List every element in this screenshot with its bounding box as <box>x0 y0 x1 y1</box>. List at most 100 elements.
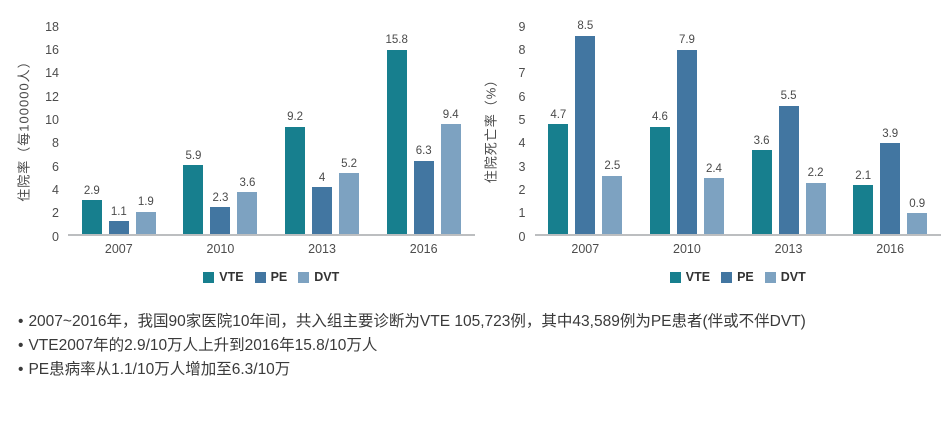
bar-wrap: 5.5 <box>778 90 799 234</box>
bar-value-label: 4.6 <box>651 111 668 124</box>
bullet-icon: • <box>18 337 24 355</box>
bar-group-2013: 9.2 4 5.2 <box>285 111 360 234</box>
bar-wrap: 3.6 <box>751 134 772 234</box>
bar-pe-2013 <box>312 187 333 234</box>
bar-wrap: 6.3 <box>413 145 434 234</box>
bar-wrap: 2.5 <box>602 160 623 234</box>
bar-group-2007: 4.7 8.5 2.5 <box>548 20 623 234</box>
y-tick-label: 4 <box>518 136 526 151</box>
bar-wrap: 2.2 <box>805 168 826 234</box>
plot: 2.9 1.1 1.9 5.9 2.3 3.6 9.2 4 5.2 15.8 6.3 9.4 <box>68 26 475 236</box>
legend-swatch-icon <box>669 271 681 283</box>
y-tick-label: 2 <box>518 182 526 197</box>
y-tick-label: 0 <box>518 229 526 244</box>
bullet-text: PE患病率从1.1/10万人增加至6.3/10万 <box>28 361 291 379</box>
y-tick-label: 3 <box>518 159 526 174</box>
bar-group-2016: 15.8 6.3 9.4 <box>386 35 461 234</box>
legend-swatch-icon <box>203 271 215 283</box>
plot-area: 4.7 8.5 2.5 4.6 7.9 2.4 3.6 5.5 2.2 2.1 3.9 0.9 200… <box>534 21 941 256</box>
legend-label: VTE <box>219 270 244 284</box>
y-tick-label: 9 <box>518 19 526 34</box>
bar-vte-2013 <box>751 150 772 234</box>
bullet-text: VTE2007年的2.9/10万人上升到2016年15.8/10万人 <box>28 337 378 355</box>
bar-wrap: 15.8 <box>386 35 408 234</box>
y-tick-label: 6 <box>518 89 526 104</box>
y-axis-label-wrap: 住院率（每100000人） <box>8 10 38 284</box>
plot-row: 0 2 4 6 8 10 12 14 16 18 2.9 1.1 1.9 5.9 2.3 3.6 9.2 4 5.… <box>38 20 475 256</box>
y-tick-label: 5 <box>518 112 526 127</box>
x-category-label: 2007 <box>104 242 133 256</box>
bar-wrap: 1.9 <box>135 196 156 234</box>
bar-wrap: 5.2 <box>339 157 360 234</box>
legend-item-dvt: DVT <box>764 270 806 284</box>
bar-value-label: 2.5 <box>604 160 621 173</box>
y-axis-ticks: 0 1 2 3 4 5 6 7 8 9 <box>505 20 535 242</box>
y-tick-label: 10 <box>45 112 59 127</box>
bar-group-2007: 2.9 1.1 1.9 <box>81 184 156 234</box>
bar-dvt-2013 <box>805 182 826 234</box>
bar-wrap: 5.9 <box>183 150 204 234</box>
y-tick-label: 1 <box>518 206 526 221</box>
bar-pe-2010 <box>676 49 697 234</box>
bar-group-2016: 2.1 3.9 0.9 <box>853 128 928 234</box>
x-axis-labels: 2007 2010 2013 2016 <box>68 242 475 256</box>
bar-vte-2016 <box>853 185 874 234</box>
bar-value-label: 2.1 <box>855 169 872 182</box>
bar-wrap: 3.9 <box>880 128 901 234</box>
x-category-label: 2013 <box>308 242 336 256</box>
bar-value-label: 3.6 <box>753 134 770 147</box>
bar-group-2010: 4.6 7.9 2.4 <box>649 34 724 234</box>
bar-wrap: 9.2 <box>285 111 306 234</box>
bar-value-label: 7.9 <box>678 34 695 47</box>
legend-swatch-icon <box>298 271 310 283</box>
y-axis-label: 住院死亡率（%） <box>483 72 498 184</box>
y-tick-label: 14 <box>45 66 59 81</box>
bullet-icon: • <box>18 313 24 330</box>
bullet-item: • 2007~2016年，我国90家医院10年间，共入组主要诊断为VTE 105,… <box>18 310 939 334</box>
bar-dvt-2010 <box>237 192 258 234</box>
bar-wrap: 2.1 <box>853 169 874 234</box>
bar-pe-2007 <box>108 221 129 234</box>
bar-wrap: 4.6 <box>649 111 670 234</box>
bar-vte-2016 <box>386 49 407 234</box>
bullet-item: • PE患病率从1.1/10万人增加至6.3/10万 <box>18 358 939 382</box>
bar-value-label: 9.2 <box>287 111 304 124</box>
bar-value-label: 5.2 <box>341 157 358 170</box>
y-tick-label: 0 <box>52 229 59 244</box>
legend-label: VTE <box>685 270 711 284</box>
bar-value-label: 3.6 <box>239 176 256 189</box>
bar-vte-2013 <box>285 126 306 234</box>
y-axis-ticks: 0 2 4 6 8 10 12 14 16 18 <box>38 20 68 242</box>
mortality-rate-chart: 住院死亡率（%） 0 1 2 3 4 5 6 7 8 9 4.7 8.5 2.5 4.6 7.9 2.4 3.… <box>475 10 941 284</box>
bar-value-label: 1.9 <box>137 196 154 209</box>
legend-label: PE <box>737 270 754 284</box>
legend-label: PE <box>270 270 288 284</box>
bar-wrap: 2.4 <box>703 163 724 234</box>
plot: 4.7 8.5 2.5 4.6 7.9 2.4 3.6 5.5 2.2 2.1 3.9 0.9 <box>534 21 941 236</box>
bar-value-label: 4 <box>318 171 326 184</box>
bar-wrap: 4.7 <box>548 108 569 234</box>
x-category-label: 2010 <box>673 242 701 256</box>
x-category-label: 2016 <box>876 242 905 256</box>
x-category-label: 2013 <box>774 242 803 256</box>
legend-swatch-icon <box>764 271 776 283</box>
bullet-item: • VTE2007年的2.9/10万人上升到2016年15.8/10万人 <box>18 334 939 358</box>
bar-dvt-2016 <box>440 124 461 234</box>
bar-wrap: 3.6 <box>237 176 258 234</box>
bar-group-2013: 3.6 5.5 2.2 <box>751 90 826 234</box>
legend-swatch-icon <box>721 271 733 283</box>
y-tick-label: 7 <box>518 66 526 81</box>
bar-wrap: 9.4 <box>440 109 461 234</box>
bar-value-label: 4.7 <box>550 108 567 121</box>
chart-body: 0 2 4 6 8 10 12 14 16 18 2.9 1.1 1.9 5.9 2.3 3.6 9.2 4 5.… <box>38 10 475 284</box>
legend-item-vte: VTE <box>669 270 711 284</box>
bar-value-label: 5.5 <box>780 90 797 103</box>
bar-value-label: 2.9 <box>83 184 100 197</box>
bar-value-label: 8.5 <box>577 20 594 33</box>
legend-item-vte: VTE <box>203 270 244 284</box>
plot-area: 2.9 1.1 1.9 5.9 2.3 3.6 9.2 4 5.2 15.8 6.3 9.4 2007… <box>68 26 475 256</box>
bar-vte-2010 <box>183 165 204 234</box>
bullet-icon: • <box>18 361 24 379</box>
bar-dvt-2007 <box>602 175 623 234</box>
chart-body: 0 1 2 3 4 5 6 7 8 9 4.7 8.5 2.5 4.6 7.9 2.4 3.6 5.5 2.2 2.… <box>505 10 941 284</box>
